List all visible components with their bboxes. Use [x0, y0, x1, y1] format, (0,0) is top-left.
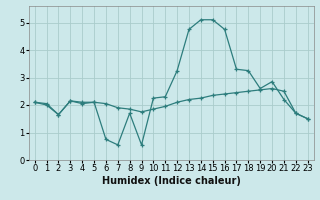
X-axis label: Humidex (Indice chaleur): Humidex (Indice chaleur) [102, 176, 241, 186]
